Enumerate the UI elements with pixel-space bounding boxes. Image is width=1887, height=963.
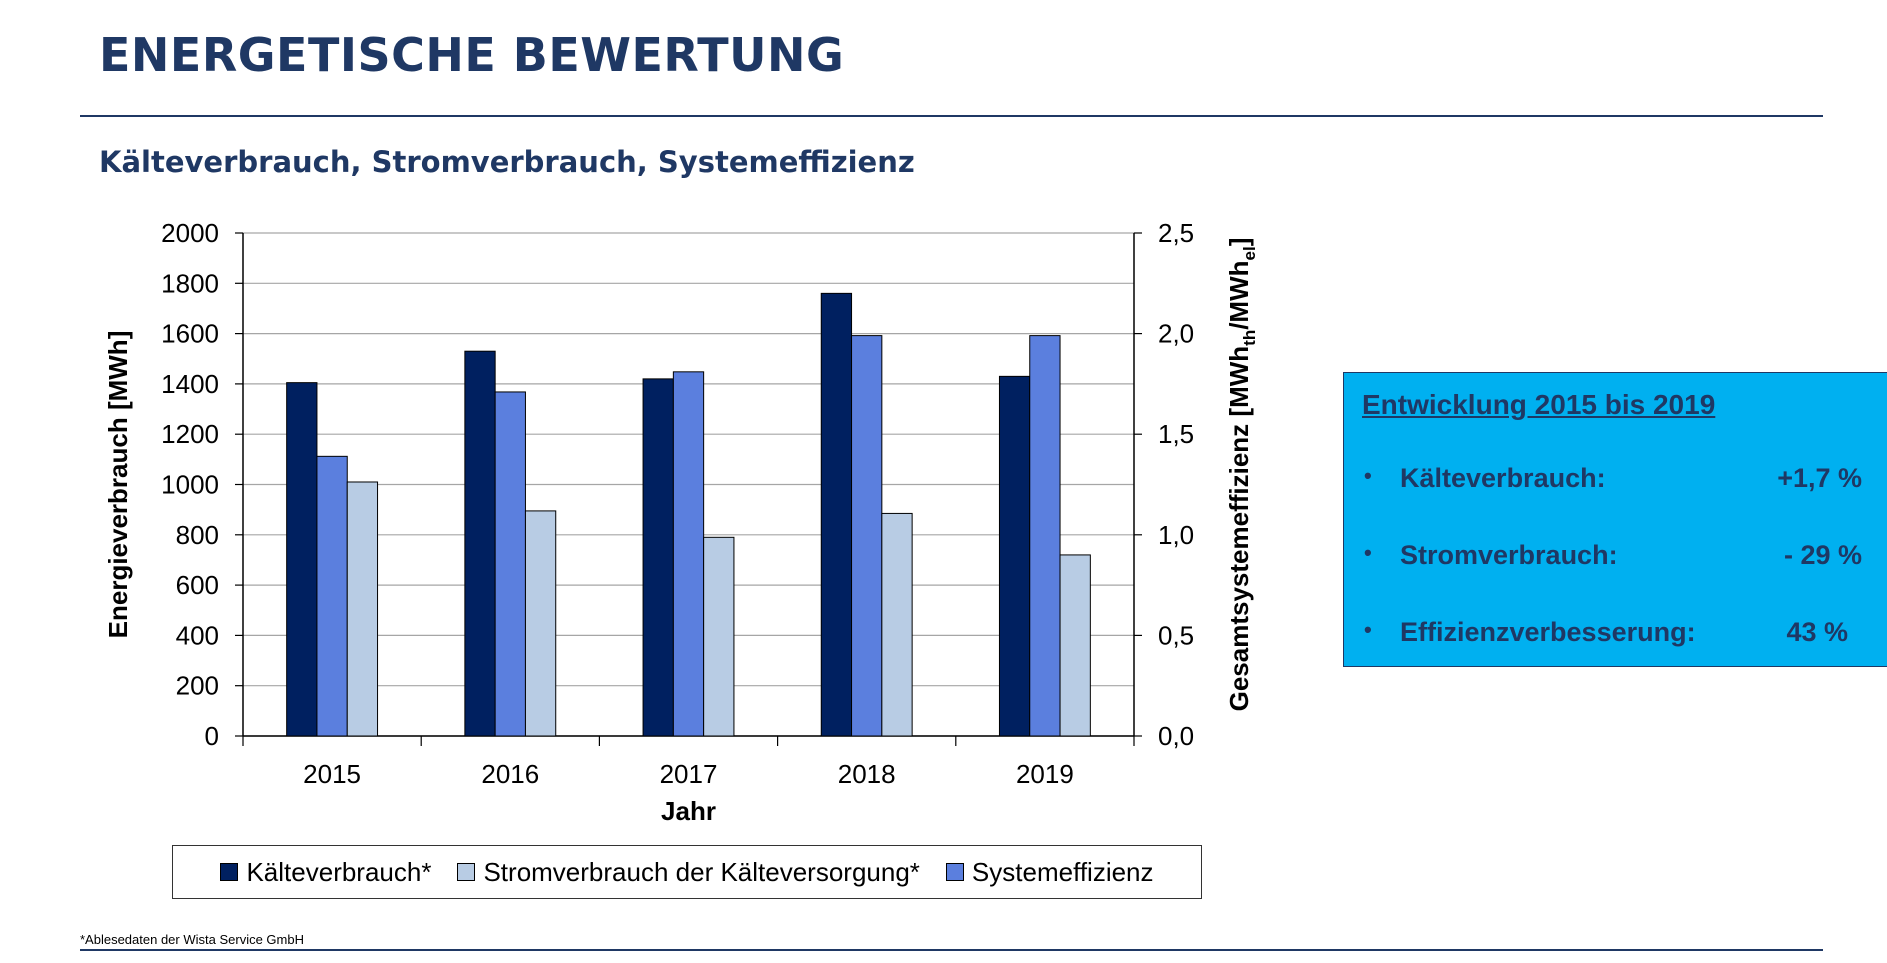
y-tick-label: 400 <box>176 620 219 650</box>
legend-swatch <box>220 863 239 881</box>
summary-item-label: Effizienzverbesserung: <box>1400 617 1696 647</box>
legend-swatch <box>457 863 476 881</box>
bar <box>851 335 883 737</box>
bullet-icon: • <box>1364 617 1372 642</box>
footnote: *Ablesedaten der Wista Service GmbH <box>80 932 304 947</box>
bar <box>998 375 1031 737</box>
summary-box: Entwicklung 2015 bis 2019 • Kälteverbrau… <box>1343 372 1887 667</box>
bar <box>346 481 379 737</box>
summary-item-label: Kälteverbrauch: <box>1400 463 1606 493</box>
bar <box>820 292 853 737</box>
chart-subtitle: Kälteverbrauch, Stromverbrauch, Systemef… <box>99 145 915 179</box>
summary-item-label: Stromverbrauch: <box>1400 540 1618 570</box>
bar <box>316 455 348 737</box>
chart-legend: Kälteverbrauch* Stromverbrauch der Kälte… <box>172 845 1202 899</box>
legend-item-systemeffizienz: Systemeffizienz <box>945 856 1154 888</box>
y-tick-label: 2000 <box>161 218 219 248</box>
y2-axis-label-subscript: el <box>1240 246 1259 260</box>
x-tick-label: 2018 <box>838 759 896 789</box>
y-tick-label: 200 <box>176 671 219 701</box>
y-axis-label: Energieverbrauch [MWh] <box>103 331 133 639</box>
bar <box>642 378 674 737</box>
bullet-icon: • <box>1364 463 1372 488</box>
bar <box>703 536 735 737</box>
y2-axis-label-part: /MWh <box>1224 260 1254 329</box>
y-tick-label: 1800 <box>161 268 219 298</box>
bar <box>464 350 496 737</box>
y2-tick-label: 0,0 <box>1158 721 1194 751</box>
footer-divider <box>80 949 1823 951</box>
page-title: ENERGETISCHE BEWERTUNG <box>99 28 845 82</box>
bar <box>1029 335 1061 737</box>
legend-item-stromverbrauch: Stromverbrauch der Kälteversorgung* <box>457 856 920 888</box>
y2-tick-label: 0,5 <box>1158 620 1194 650</box>
y2-tick-label: 1,5 <box>1158 419 1194 449</box>
x-tick-label: 2017 <box>660 759 718 789</box>
bar <box>672 371 705 737</box>
y2-axis-label-part: Gesamtsystemeffizienz [MWh <box>1224 346 1254 712</box>
y-tick-label: 1200 <box>161 419 219 449</box>
y-tick-label: 0 <box>205 721 219 751</box>
x-tick-label: 2016 <box>481 759 539 789</box>
bar <box>1059 554 1091 737</box>
legend-item-kaelteverbrauch: Kälteverbrauch* <box>220 857 431 888</box>
y2-tick-label: 2,5 <box>1158 218 1194 248</box>
x-tick-label: 2019 <box>1016 759 1074 789</box>
y2-axis-label-subscript: th <box>1240 330 1259 346</box>
y-tick-label: 1600 <box>161 319 219 349</box>
bullet-icon: • <box>1364 540 1372 565</box>
summary-item-value: - 29 % <box>1783 540 1862 570</box>
summary-item-value: 43 % <box>1786 617 1848 647</box>
x-axis-label: Jahr <box>661 796 716 826</box>
legend-swatch <box>945 863 964 881</box>
summary-item-value: +1,7 % <box>1777 463 1862 493</box>
y2-axis-label: Gesamtsystemeffizienz [MWhth/MWhel] <box>1224 238 1259 712</box>
bar <box>286 382 318 737</box>
legend-label: Stromverbrauch der Kälteversorgung* <box>483 856 920 887</box>
y-tick-label: 1000 <box>161 470 219 500</box>
x-tick-label: 2015 <box>303 759 361 789</box>
summary-heading: Entwicklung 2015 bis 2019 <box>1362 389 1716 420</box>
y-tick-label: 1400 <box>161 369 219 399</box>
y2-tick-label: 1,0 <box>1158 520 1194 550</box>
bar <box>494 391 526 737</box>
bar <box>881 512 913 737</box>
legend-label: Systemeffizienz <box>971 856 1154 887</box>
bar <box>524 510 557 737</box>
legend-label: Kälteverbrauch* <box>246 856 432 887</box>
header-divider <box>80 115 1823 117</box>
y-tick-label: 600 <box>176 570 219 600</box>
y-tick-label: 800 <box>176 520 219 550</box>
y2-axis-label-part: ] <box>1224 238 1254 247</box>
y2-tick-label: 2,0 <box>1158 319 1194 349</box>
